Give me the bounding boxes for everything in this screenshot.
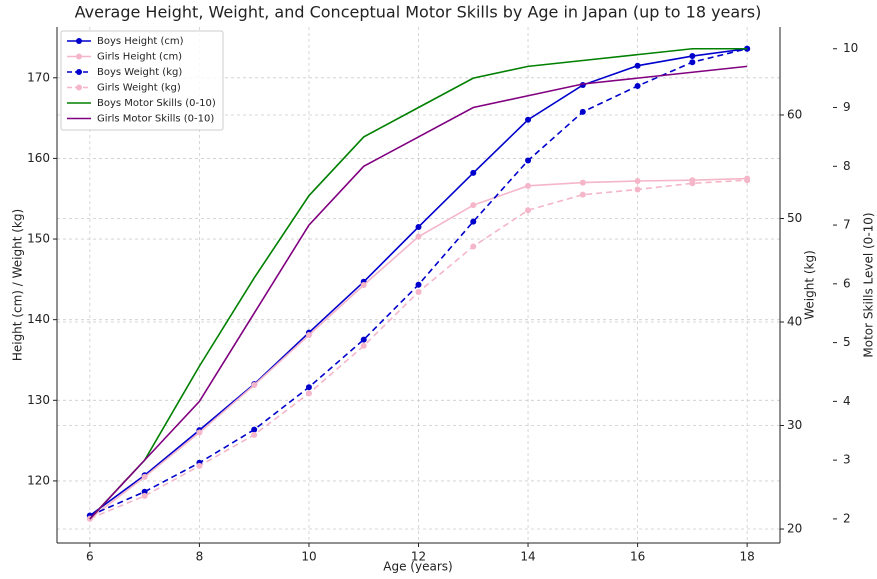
series-marker xyxy=(415,223,422,230)
series-marker xyxy=(634,62,641,69)
x-tick-label: 14 xyxy=(520,550,535,564)
series-marker xyxy=(360,342,367,349)
x-tick-label: 10 xyxy=(301,550,316,564)
y2-tick-label: 30 xyxy=(787,418,802,432)
y3-tick-label: 10 xyxy=(843,41,858,55)
series-marker xyxy=(251,381,258,388)
series-marker xyxy=(360,336,367,343)
series-marker xyxy=(305,331,312,338)
legend-box xyxy=(60,30,224,131)
y3-tick-label: 5 xyxy=(843,335,851,349)
series-marker xyxy=(470,202,477,209)
x-tick-label: 16 xyxy=(630,550,645,564)
y-tick-label: 170 xyxy=(27,70,50,84)
series-marker xyxy=(689,180,696,187)
y-tick-label: 130 xyxy=(27,393,50,407)
series-marker xyxy=(579,108,586,115)
series-marker xyxy=(525,157,532,164)
series-marker xyxy=(141,492,148,499)
legend-marker xyxy=(76,69,82,75)
y3-tick-label: 8 xyxy=(843,159,851,173)
series-marker xyxy=(470,218,477,225)
y3-tick-label: 7 xyxy=(843,218,851,232)
series-marker xyxy=(525,116,532,123)
y2-tick-label: 50 xyxy=(787,211,802,225)
y2-axis-label: Weight (kg) xyxy=(803,250,817,320)
series-line xyxy=(89,47,748,520)
series-marker xyxy=(415,233,422,240)
series-marker xyxy=(579,191,586,198)
legend-label: Girls Weight (kg) xyxy=(97,83,181,94)
y3-tick-label: 9 xyxy=(843,100,851,114)
series-marker xyxy=(634,186,641,193)
series-marker xyxy=(415,288,422,295)
y-axis-label: Height (cm) / Weight (kg) xyxy=(11,209,25,361)
series-marker xyxy=(634,83,641,90)
series-marker xyxy=(525,207,532,214)
y3-tick-label: 2 xyxy=(843,511,851,525)
series-marker xyxy=(251,431,258,438)
series-marker xyxy=(689,59,696,66)
y-tick-label: 150 xyxy=(27,232,50,246)
x-tick-label: 8 xyxy=(196,550,204,564)
y-tick-label: 140 xyxy=(27,312,50,326)
series-marker xyxy=(305,384,312,391)
legend-marker xyxy=(76,53,82,60)
y3-tick-label: 6 xyxy=(843,276,851,290)
y2-tick-label: 60 xyxy=(787,107,802,121)
series-marker xyxy=(360,282,367,288)
legend-label: Girls Height (cm) xyxy=(97,52,182,63)
series-marker xyxy=(415,281,422,288)
y3-tick-label: 4 xyxy=(843,394,851,408)
y3-axis-label: Motor Skills Level (0-10) xyxy=(862,212,876,357)
x-axis-label: Age (years) xyxy=(383,560,452,574)
x-tick-label: 18 xyxy=(739,550,754,564)
series-marker xyxy=(525,182,532,189)
y-tick-label: 120 xyxy=(27,473,50,487)
series-marker xyxy=(634,177,641,184)
legend-label: Boys Height (cm) xyxy=(97,36,184,47)
series-marker xyxy=(305,390,312,397)
series-marker xyxy=(579,179,586,186)
legend-label: Boys Motor Skills (0-10) xyxy=(97,98,216,109)
legend-marker xyxy=(76,38,82,44)
series-marker xyxy=(251,426,258,433)
y3-tick-label: 3 xyxy=(843,453,851,467)
y2-tick-label: 20 xyxy=(787,522,802,536)
legend-label: Boys Weight (kg) xyxy=(97,67,182,78)
x-tick-label: 6 xyxy=(86,550,94,564)
chart-title: Average Height, Weight, and Conceptual M… xyxy=(75,3,762,22)
y-tick-label: 160 xyxy=(27,151,50,165)
series-marker xyxy=(470,243,477,250)
legend-label: Girls Motor Skills (0-10) xyxy=(97,114,214,125)
series-line xyxy=(89,65,748,520)
series-marker xyxy=(141,473,148,480)
series-marker xyxy=(744,177,751,184)
x-tick-label: 12 xyxy=(411,550,426,564)
series-marker xyxy=(470,169,477,176)
series-marker xyxy=(689,53,696,60)
series-marker xyxy=(196,462,203,469)
y2-tick-label: 40 xyxy=(787,315,802,329)
series-marker xyxy=(141,488,148,495)
series-marker xyxy=(196,429,203,436)
legend-marker xyxy=(76,84,82,91)
